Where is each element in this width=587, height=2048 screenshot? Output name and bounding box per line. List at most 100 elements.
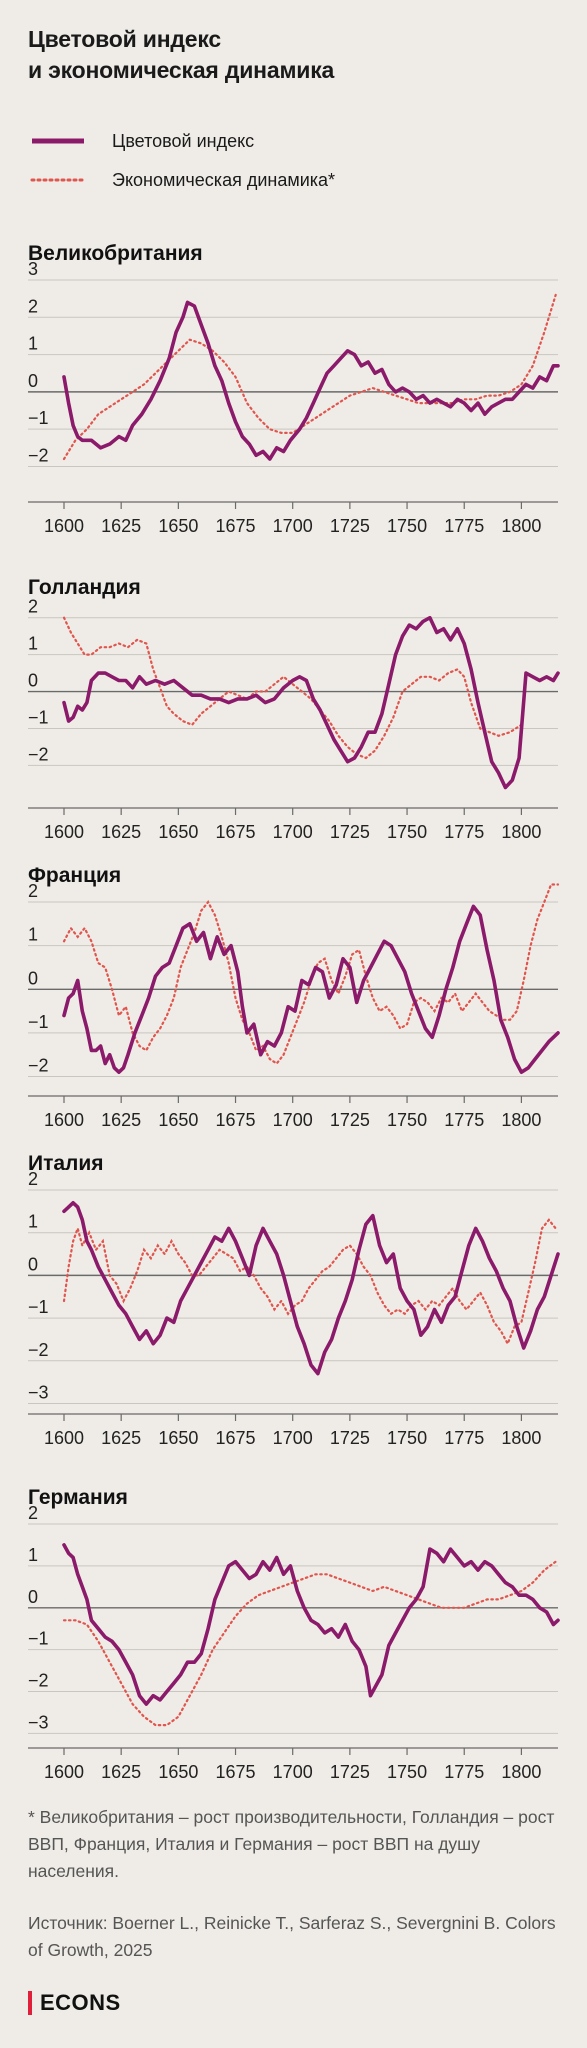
x-tick-label: 1800 (501, 1110, 541, 1130)
x-tick-label: 1600 (44, 516, 84, 536)
x-tick-label: 1650 (158, 1110, 198, 1130)
x-tick-label: 1600 (44, 1110, 84, 1130)
y-tick-label: −2 (28, 1056, 49, 1076)
x-tick-label: 1625 (101, 516, 141, 536)
legend-swatch-solid-icon (32, 138, 84, 144)
x-tick-label: 1650 (158, 516, 198, 536)
y-tick-label: −1 (28, 1297, 49, 1317)
y-tick-label: −2 (28, 744, 49, 764)
x-tick-label: 1750 (387, 516, 427, 536)
x-tick-label: 1775 (444, 1110, 484, 1130)
x-tick-label: 1800 (501, 1428, 541, 1448)
x-tick-label: 1775 (444, 516, 484, 536)
y-tick-label: −1 (28, 707, 49, 727)
x-tick-label: 1675 (216, 516, 256, 536)
x-tick-label: 1800 (501, 822, 541, 842)
series-line-color-index (62, 904, 560, 1074)
brand-name: ECONS (40, 1990, 121, 2015)
y-tick-label: 0 (28, 371, 38, 391)
y-tick-label: 2 (28, 881, 38, 901)
x-tick-label: 1700 (273, 822, 313, 842)
x-tick-label: 1650 (158, 1428, 198, 1448)
x-tick-label: 1700 (273, 1762, 313, 1782)
chart-title: Италия (28, 1152, 104, 1175)
x-tick-label: 1750 (387, 1762, 427, 1782)
x-tick-label: 1675 (216, 1110, 256, 1130)
y-tick-label: 0 (28, 1587, 38, 1607)
y-tick-label: −3 (28, 1382, 49, 1402)
x-tick-label: 1600 (44, 1428, 84, 1448)
page-title: Цветовой индекс и экономическая динамика (28, 26, 335, 83)
y-tick-label: 1 (28, 634, 38, 654)
x-tick-label: 1600 (44, 1762, 84, 1782)
legend-swatch-dotted-icon (30, 178, 86, 182)
chart-title: Германия (28, 1486, 128, 1509)
series-line-economic (62, 1560, 557, 1727)
x-tick-label: 1800 (501, 1762, 541, 1782)
y-tick-label: 3 (28, 259, 38, 279)
series-line-color-index (62, 1200, 560, 1376)
x-tick-label: 1625 (101, 1110, 141, 1130)
y-tick-label: −2 (28, 445, 49, 465)
chart-title: Франция (28, 864, 121, 887)
chart-title: Великобритания (28, 242, 203, 265)
x-tick-label: 1725 (330, 1762, 370, 1782)
y-tick-label: 1 (28, 1212, 38, 1232)
x-tick-label: 1625 (101, 822, 141, 842)
y-tick-label: 2 (28, 1503, 38, 1523)
y-tick-label: 1 (28, 925, 38, 945)
x-tick-label: 1650 (158, 1762, 198, 1782)
x-tick-label: 1750 (387, 1110, 427, 1130)
x-tick-label: 1600 (44, 822, 84, 842)
legend-label-color-index: Цветовой индекс (112, 130, 255, 151)
x-tick-label: 1675 (216, 822, 256, 842)
brand-bar-icon (28, 1991, 32, 2015)
x-tick-label: 1700 (273, 1110, 313, 1130)
x-tick-label: 1650 (158, 822, 198, 842)
x-tick-label: 1625 (101, 1428, 141, 1448)
x-tick-label: 1675 (216, 1428, 256, 1448)
brand-logo: ECONS (28, 1990, 121, 2016)
y-tick-label: 2 (28, 1169, 38, 1189)
x-tick-label: 1800 (501, 516, 541, 536)
x-tick-label: 1775 (444, 1428, 484, 1448)
x-tick-label: 1725 (330, 822, 370, 842)
x-tick-label: 1775 (444, 1762, 484, 1782)
y-tick-label: −2 (28, 1671, 49, 1691)
y-tick-label: −1 (28, 408, 49, 428)
y-tick-label: 0 (28, 671, 38, 691)
y-tick-label: 2 (28, 296, 38, 316)
legend-label-economic: Экономическая динамика* (112, 169, 336, 190)
legend-item-color-index: Цветовой индекс (28, 128, 254, 154)
y-tick-label: −1 (28, 1012, 49, 1032)
y-tick-label: 0 (28, 1254, 38, 1274)
x-tick-label: 1750 (387, 822, 427, 842)
x-tick-label: 1625 (101, 1762, 141, 1782)
x-tick-label: 1700 (273, 1428, 313, 1448)
x-tick-label: 1700 (273, 516, 313, 536)
y-tick-label: −2 (28, 1340, 49, 1360)
series-line-color-index (62, 1543, 560, 1706)
y-tick-label: 2 (28, 597, 38, 617)
series-line-economic (62, 883, 560, 1065)
footnote: * Великобритания – рост производительнос… (28, 1807, 555, 1881)
x-tick-label: 1675 (216, 1762, 256, 1782)
x-tick-label: 1725 (330, 1428, 370, 1448)
x-tick-label: 1725 (330, 516, 370, 536)
x-tick-label: 1775 (444, 822, 484, 842)
chart-title: Голландия (28, 576, 141, 599)
y-tick-label: −1 (28, 1629, 49, 1649)
y-tick-label: −3 (28, 1712, 49, 1732)
series-line-economic (62, 1218, 557, 1347)
y-tick-label: 1 (28, 1545, 38, 1565)
series-line-color-index (62, 615, 560, 790)
x-tick-label: 1725 (330, 1110, 370, 1130)
series-line-economic (62, 293, 557, 461)
source-note: Источник: Boerner L., Reinicke T., Sarfe… (28, 1913, 556, 1960)
x-tick-label: 1750 (387, 1428, 427, 1448)
